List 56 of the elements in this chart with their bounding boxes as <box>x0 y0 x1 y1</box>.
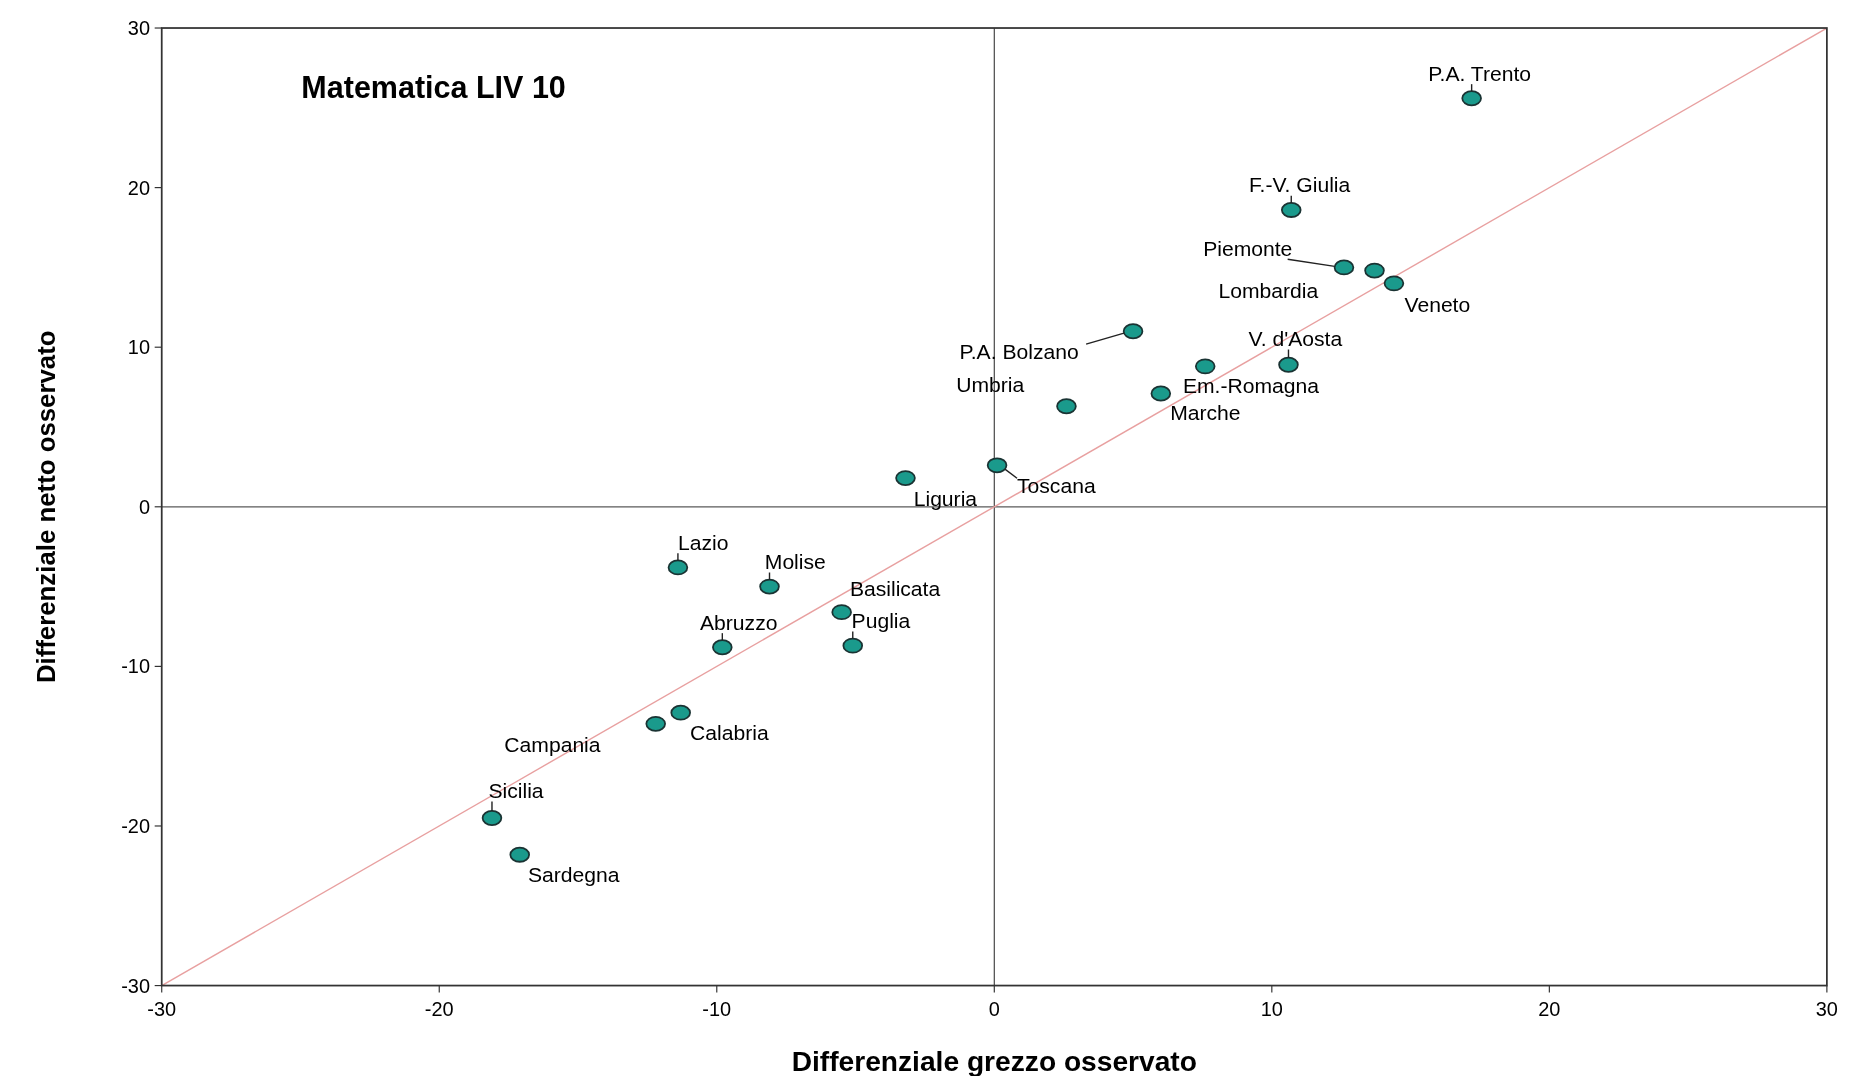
point <box>645 715 666 732</box>
annotation: Sicilia <box>488 779 544 803</box>
y-tick-label: 0 <box>138 495 150 518</box>
annotation: Puglia <box>851 609 911 633</box>
x-tick-label: 30 <box>1815 998 1838 1021</box>
point <box>670 704 691 721</box>
x-tick-label: -10 <box>702 998 732 1021</box>
annotation: Sardegna <box>527 862 620 886</box>
annotation: Toscana <box>1017 474 1096 498</box>
point <box>895 470 916 486</box>
y-tick-label: -30 <box>121 974 150 997</box>
annotation: F.-V. Giulia <box>1249 173 1351 197</box>
annotation: Em.-Romagna <box>1182 374 1320 398</box>
point <box>1364 262 1385 279</box>
y-tick-label: 30 <box>127 17 150 40</box>
x-tick-label: 20 <box>1538 998 1561 1021</box>
point <box>1278 356 1299 373</box>
y-tick-label: 10 <box>127 336 150 359</box>
point <box>1056 398 1077 415</box>
annotation: Veneto <box>1404 292 1471 316</box>
annotation: Calabria <box>690 720 769 744</box>
y-axis-title: Differenziale netto osservato <box>31 330 60 684</box>
point <box>712 639 733 656</box>
x-tick-label: 10 <box>1260 998 1283 1021</box>
point <box>1194 358 1216 375</box>
y-tick-label: -10 <box>121 655 150 678</box>
point <box>1150 385 1172 402</box>
point <box>667 559 689 576</box>
annotation: Abruzzo <box>700 610 778 634</box>
point <box>842 637 864 654</box>
point <box>759 578 780 595</box>
point <box>1122 323 1144 340</box>
x-tick-label: -30 <box>147 998 177 1021</box>
point <box>1280 202 1302 218</box>
point <box>1333 259 1355 276</box>
annotation: V. d'Aosta <box>1248 326 1343 350</box>
point <box>986 457 1008 474</box>
x-tick-label: -20 <box>424 998 454 1021</box>
annotation: Molise <box>764 549 826 573</box>
annotation: Lazio <box>677 530 729 554</box>
y-tick-label: -20 <box>121 815 150 838</box>
point <box>831 604 852 621</box>
annotation: Liguria <box>913 487 978 511</box>
annotation: Marche <box>1170 401 1241 425</box>
point <box>509 846 530 863</box>
point <box>1383 275 1405 292</box>
annotation: Basilicata <box>849 576 941 600</box>
text: Matematica LIV 10 <box>301 70 566 105</box>
annotation: Lombardia <box>1218 278 1319 302</box>
annotation: Piemonte <box>1203 236 1293 260</box>
x-tick-label: 0 <box>988 998 1000 1021</box>
annotation: P.A. Trento <box>1428 61 1532 85</box>
y-tick-label: 20 <box>127 176 150 199</box>
annotation: Campania <box>504 733 601 756</box>
point <box>481 810 503 826</box>
point <box>1461 90 1482 107</box>
